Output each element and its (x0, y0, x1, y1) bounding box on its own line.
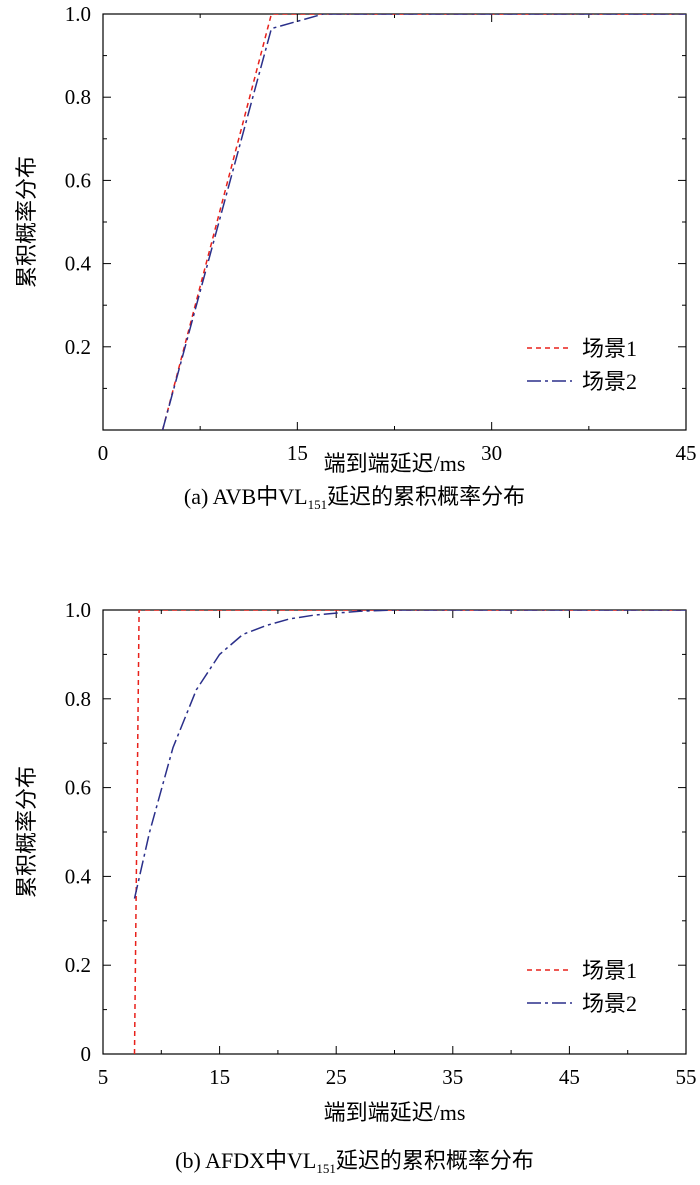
x-tick-label: 55 (676, 1065, 697, 1089)
series-line-2 (161, 14, 686, 430)
x-tick-label: 0 (98, 441, 109, 465)
chart-b: 5 15 25 35 45 55 0 0.2 0.4 0.6 0.8 1.0 场景1 场景2 端到端延迟/m… (14, 598, 697, 1176)
x-tick-label: 15 (209, 1065, 230, 1089)
y-tick-label: 0.4 (65, 252, 92, 276)
x-tick-label: 35 (442, 1065, 463, 1089)
y-tick-label: 0.6 (65, 776, 91, 800)
legend-label-1: 场景1 (582, 336, 637, 361)
x-axis-title: 端到端延迟/ms (324, 451, 466, 476)
chart-a: 0 15 30 45 0.2 0.4 0.6 0.8 1.0 场景1 场景2 端到端延迟/ms 累积概率… (14, 2, 697, 512)
legend-label-1: 场景1 (582, 958, 637, 983)
x-tick-label: 30 (481, 441, 502, 465)
legend-label-2: 场景2 (582, 369, 637, 394)
caption-subscript: 151 (316, 1161, 336, 1176)
plot-frame (102, 609, 687, 1055)
y-tick-label: 0.8 (65, 687, 91, 711)
series-line-2 (133, 610, 686, 899)
x-tick-label: 15 (287, 441, 308, 465)
y-axis-title: 累积概率分布 (14, 156, 39, 288)
y-tick-label: 0.4 (65, 864, 92, 888)
x-axis-title: 端到端延迟/ms (324, 1100, 466, 1125)
caption-subscript: 151 (308, 497, 328, 512)
x-tick-label: 45 (559, 1065, 580, 1089)
caption-suffix: 延迟的累积概率分布 (336, 1148, 534, 1173)
x-tick-label: 45 (676, 441, 697, 465)
caption-prefix: (a) AVB中VL (184, 484, 308, 509)
x-tick-label: 5 (98, 1065, 109, 1089)
series-line-1 (161, 14, 686, 430)
y-tick-label: 0.6 (65, 168, 91, 192)
x-tick-label: 25 (326, 1065, 347, 1089)
legend-label-2: 场景2 (582, 991, 637, 1016)
plot-frame (102, 13, 687, 431)
y-tick-label: 1.0 (65, 2, 91, 26)
chart-caption: (a) AVB中VL151延迟的累积概率分布 (184, 484, 525, 512)
y-tick-label: 0.2 (65, 953, 91, 977)
y-tick-label: 1.0 (65, 598, 91, 622)
caption-suffix: 延迟的累积概率分布 (327, 484, 525, 509)
y-tick-label: 0.8 (65, 85, 91, 109)
series-line-1 (133, 610, 686, 1054)
caption-prefix: (b) AFDX中VL (175, 1148, 316, 1173)
chart-caption: (b) AFDX中VL151延迟的累积概率分布 (175, 1148, 534, 1176)
y-axis-title: 累积概率分布 (14, 766, 39, 898)
y-tick-label: 0.2 (65, 335, 91, 359)
y-tick-label: 0 (81, 1042, 92, 1066)
